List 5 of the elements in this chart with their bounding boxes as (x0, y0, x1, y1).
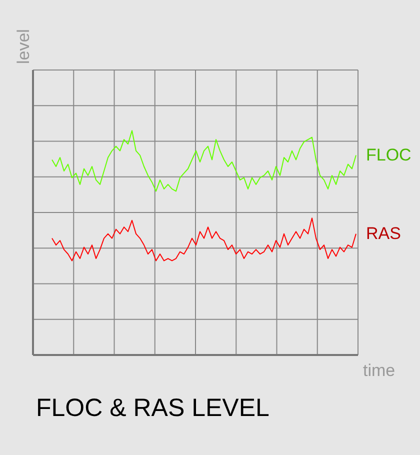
y-axis-title: level (14, 29, 34, 64)
x-axis-title: time (363, 361, 396, 381)
series-label: FLOC (366, 145, 412, 164)
series-label: RAS (366, 224, 401, 243)
text: FLOC & RAS LEVEL (36, 394, 270, 423)
